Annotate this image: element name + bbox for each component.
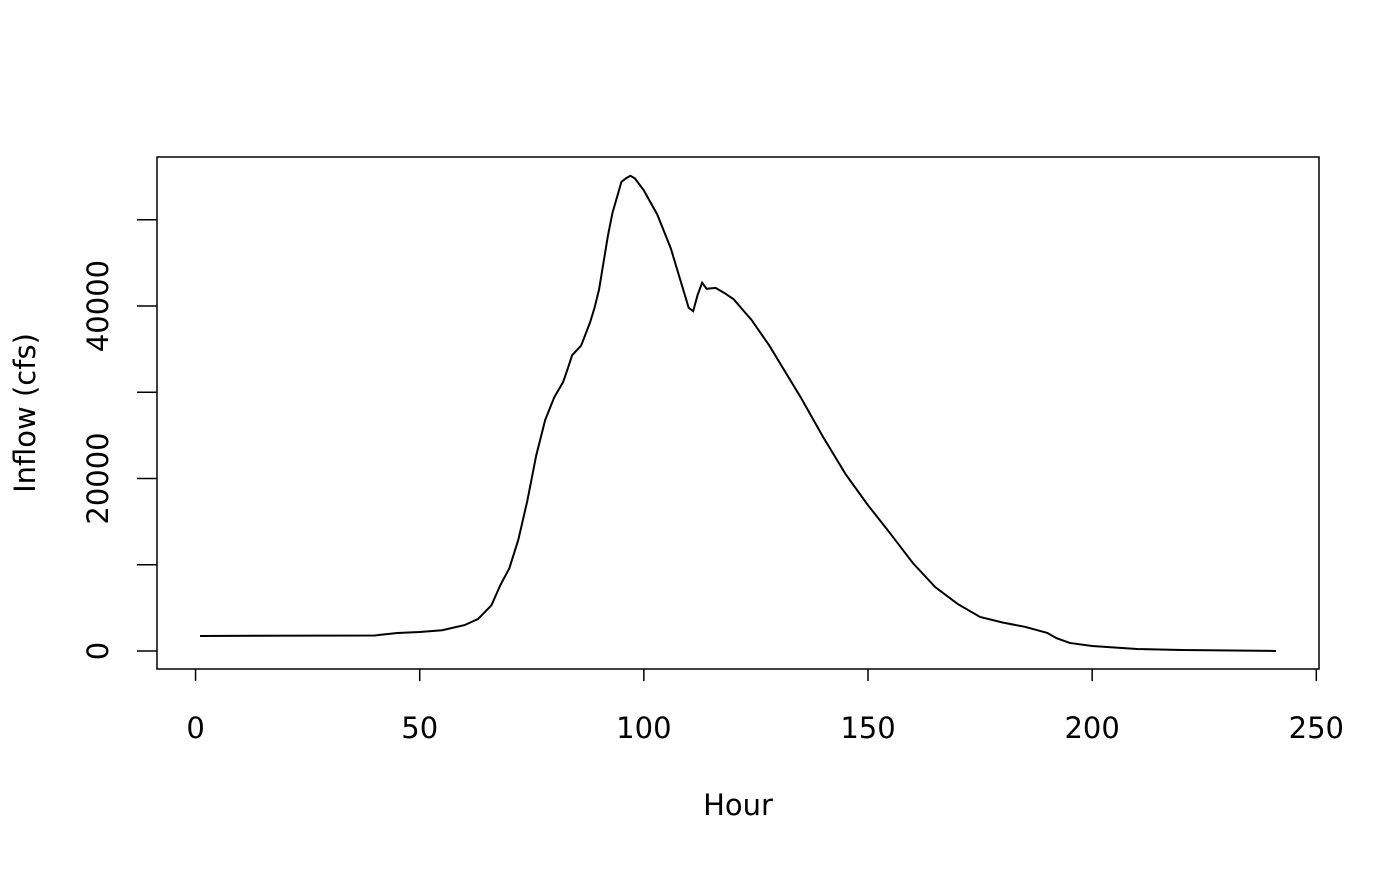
x-tick-label: 150 — [840, 711, 895, 745]
y-tick-label: 20000 — [81, 432, 115, 524]
x-tick-label: 0 — [186, 711, 204, 745]
x-axis-label: Hour — [703, 788, 773, 822]
x-tick-label: 200 — [1064, 711, 1119, 745]
plot-box — [156, 156, 1320, 670]
y-tick-label: 40000 — [81, 260, 115, 352]
x-tick-label: 250 — [1289, 711, 1344, 745]
y-tick-label: 0 — [81, 642, 115, 660]
y-axis-label: Inflow (cfs) — [8, 333, 42, 493]
x-tick-label: 50 — [401, 711, 438, 745]
x-tick-label: 100 — [616, 711, 671, 745]
data-line — [200, 174, 1276, 652]
